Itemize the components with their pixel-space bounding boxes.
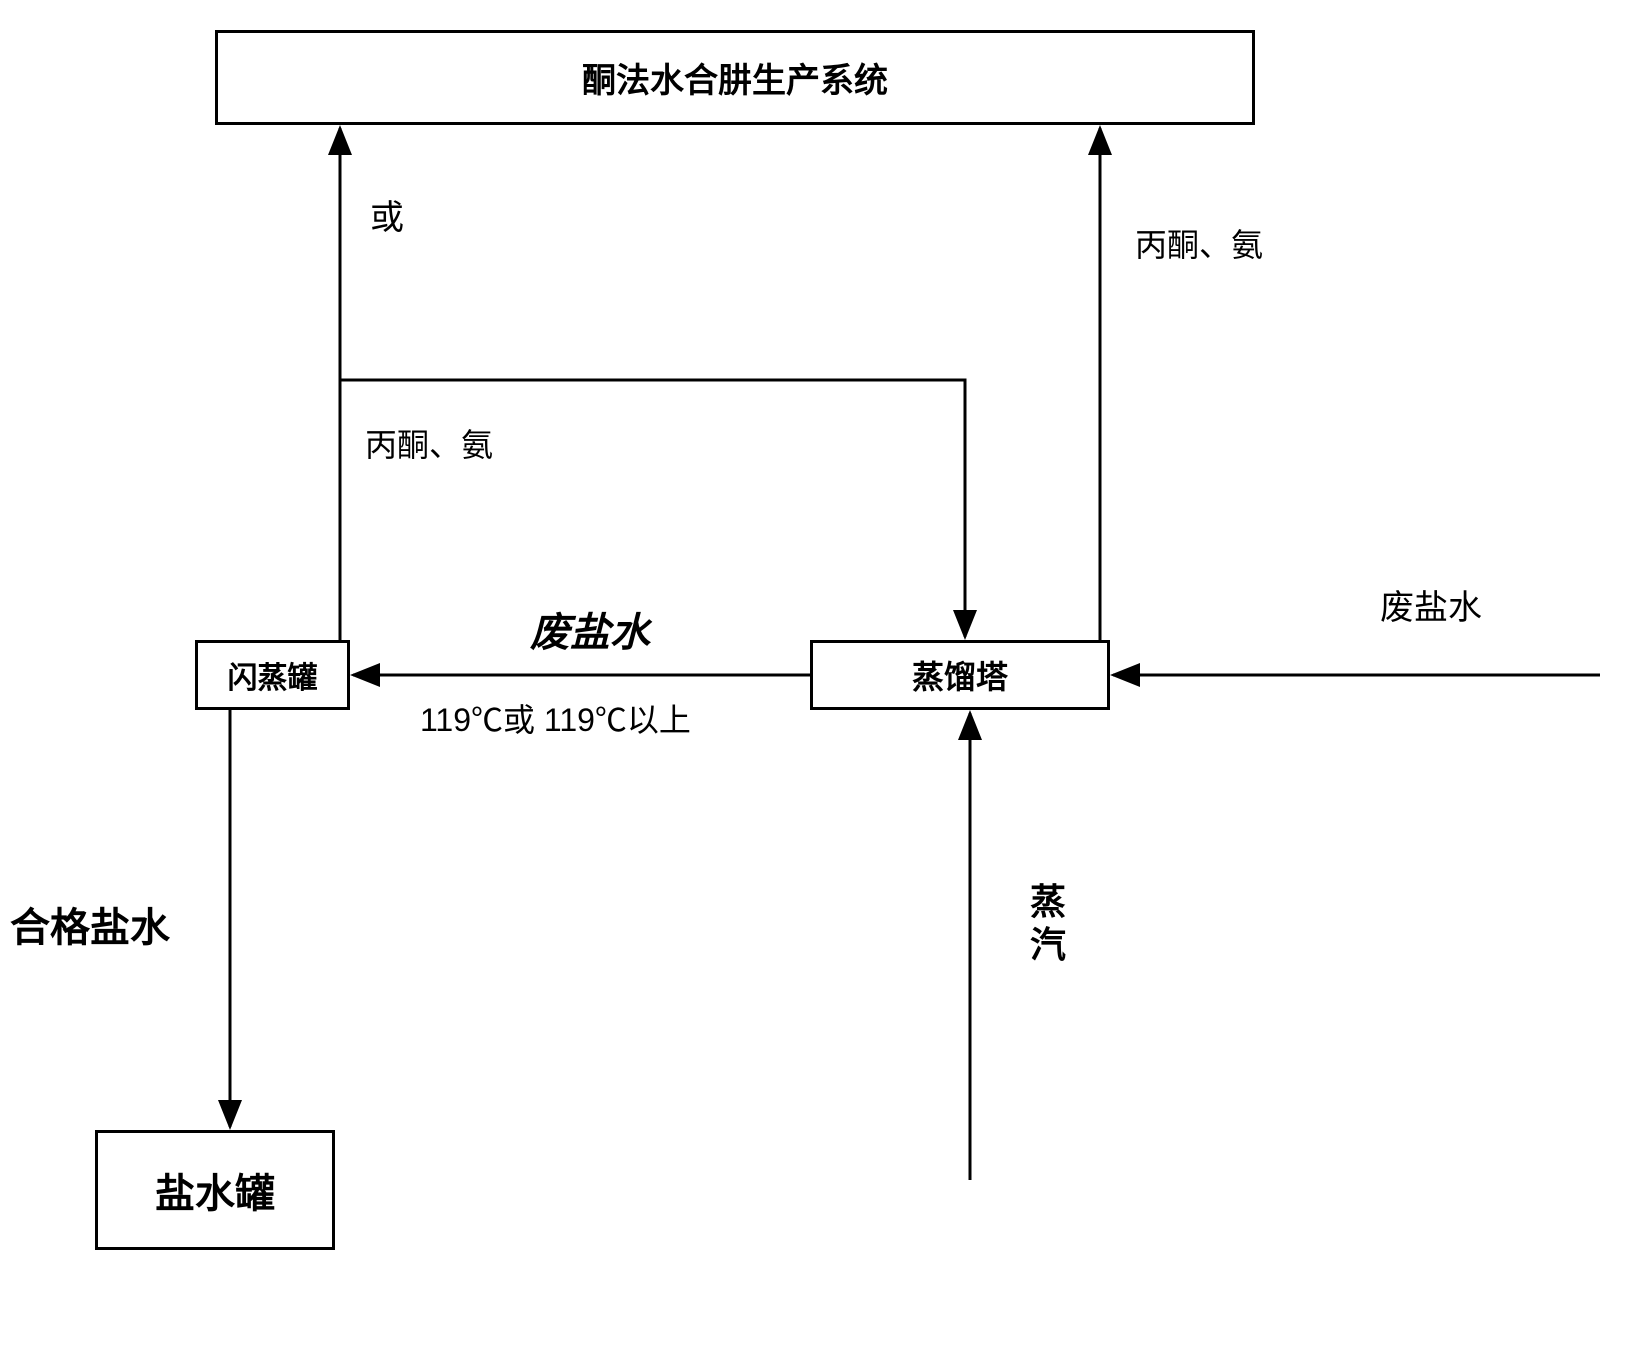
node-production-system: 酮法水合肼生产系统 — [215, 30, 1255, 125]
acetone-ammonia-mid-label: 丙酮、氨 — [365, 420, 493, 466]
waste-brine-right-label: 废盐水 — [1380, 580, 1482, 629]
steam-label: 蒸汽 — [1030, 880, 1070, 966]
temp-label: 119℃或 119℃以上 — [420, 695, 691, 741]
qualified-brine-label: 合格盐水 — [10, 895, 170, 953]
production-system-label: 酮法水合肼生产系统 — [582, 53, 888, 102]
acetone-ammonia-top-label: 丙酮、氨 — [1135, 220, 1263, 266]
node-brine-tank: 盐水罐 — [95, 1130, 335, 1250]
or-label: 或 — [370, 190, 404, 239]
node-flash-tank: 闪蒸罐 — [195, 640, 350, 710]
flash-tank-label: 闪蒸罐 — [228, 653, 318, 697]
brine-tank-label: 盐水罐 — [155, 1161, 275, 1219]
node-distillation-column: 蒸馏塔 — [810, 640, 1110, 710]
waste-brine-bold-label: 废盐水 — [530, 600, 650, 658]
distillation-column-label: 蒸馏塔 — [912, 652, 1008, 698]
edge-branch-to-distill — [340, 380, 965, 637]
